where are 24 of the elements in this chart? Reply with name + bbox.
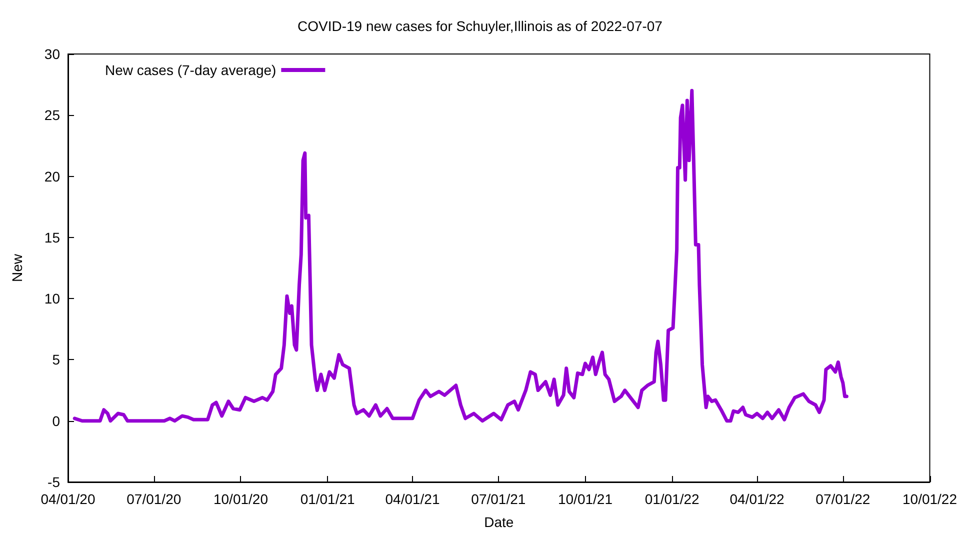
x-tick-label: 07/01/22 <box>816 491 870 507</box>
chart-title: COVID-19 new cases for Schuyler,Illinois as of 2022-07-07 <box>298 18 663 34</box>
x-axis-title: Date <box>484 514 514 530</box>
x-tick-label: 10/01/20 <box>213 491 268 507</box>
x-tick-label: 10/01/21 <box>558 491 613 507</box>
x-tick-label: 01/01/21 <box>300 491 356 507</box>
y-tick-label: 20 <box>44 168 60 184</box>
x-tick-label: 01/01/22 <box>644 491 700 507</box>
y-tick-label: -5 <box>48 474 60 490</box>
x-tick-label: 07/01/20 <box>126 491 182 507</box>
y-tick-label: 25 <box>44 107 60 124</box>
y-tick-label: 10 <box>44 290 60 307</box>
x-tick-label: 04/01/22 <box>730 491 784 507</box>
y-tick-label: 0 <box>52 412 60 429</box>
x-tick-label: 10/01/22 <box>902 491 958 507</box>
x-tick-label: 07/01/21 <box>471 491 526 507</box>
y-tick-label: 15 <box>44 229 60 246</box>
y-axis-title: New <box>9 253 25 282</box>
y-tick-label: 30 <box>44 46 60 62</box>
line-series <box>72 88 848 423</box>
legend-label: New cases (7-day average) <box>105 62 276 78</box>
y-tick-label: 5 <box>52 352 60 368</box>
x-tick-label: 04/01/21 <box>385 491 440 507</box>
x-tick-label: 04/01/20 <box>40 491 96 507</box>
